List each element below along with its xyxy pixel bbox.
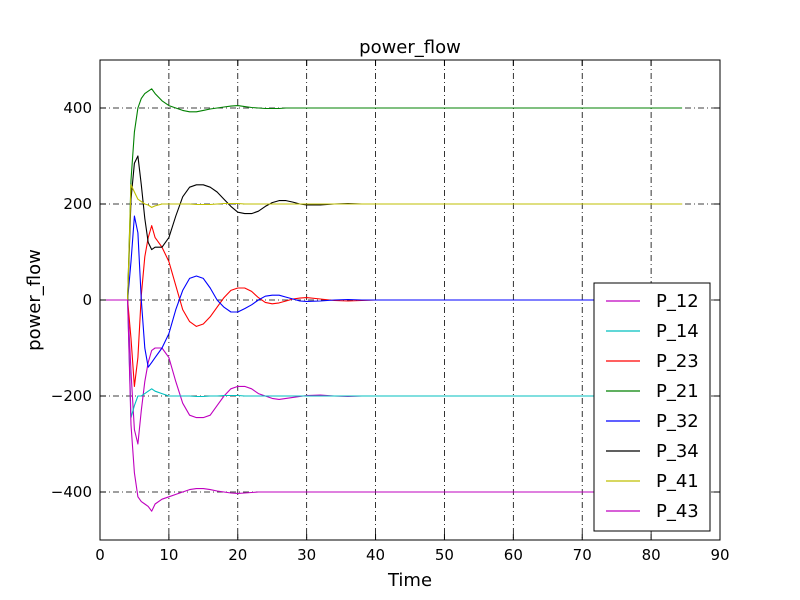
y-tick-label: 200 — [63, 195, 92, 213]
x-tick-label: 60 — [504, 546, 523, 564]
legend-label: P_12 — [656, 291, 699, 312]
legend-label: P_21 — [656, 381, 699, 402]
x-tick-label: 40 — [366, 546, 385, 564]
legend-label: P_32 — [656, 411, 699, 432]
x-tick-label: 0 — [95, 546, 105, 564]
y-tick-label: 400 — [63, 99, 92, 117]
y-tick-label: 0 — [82, 291, 92, 309]
axis-ticks: 0 10 20 30 40 50 60 70 80 90 −400 −200 0 200 400 — [51, 60, 730, 564]
series-line-p-41 — [100, 184, 683, 301]
series-layer — [100, 88, 683, 512]
legend-box — [593, 282, 711, 532]
series-line-p-21 — [100, 88, 683, 301]
legend-label: P_41 — [656, 471, 699, 492]
x-tick-label: 50 — [435, 546, 454, 564]
x-tick-label: 30 — [297, 546, 316, 564]
x-tick-label: 10 — [159, 546, 178, 564]
y-axis-label: power_flow — [24, 249, 45, 351]
legend-label: P_43 — [656, 501, 699, 522]
y-tick-label: −400 — [51, 483, 92, 501]
chart-title: power_flow — [359, 37, 461, 58]
series-line-p-32 — [100, 215, 683, 368]
x-tick-label: 70 — [573, 546, 592, 564]
x-tick-label: 80 — [642, 546, 661, 564]
legend-label: P_14 — [656, 321, 699, 342]
x-tick-label: 20 — [228, 546, 247, 564]
x-axis-label: Time — [387, 570, 432, 591]
series-line-p-14 — [100, 299, 683, 419]
series-line-p-43 — [100, 299, 683, 512]
legend-label: P_23 — [656, 351, 699, 372]
x-tick-label: 90 — [710, 546, 729, 564]
legend: P_12 P_14 P_23 P_21 P_32 P_34 P_41 P_43 — [593, 282, 711, 532]
legend-label: P_34 — [656, 441, 699, 462]
y-tick-label: −200 — [51, 387, 92, 405]
